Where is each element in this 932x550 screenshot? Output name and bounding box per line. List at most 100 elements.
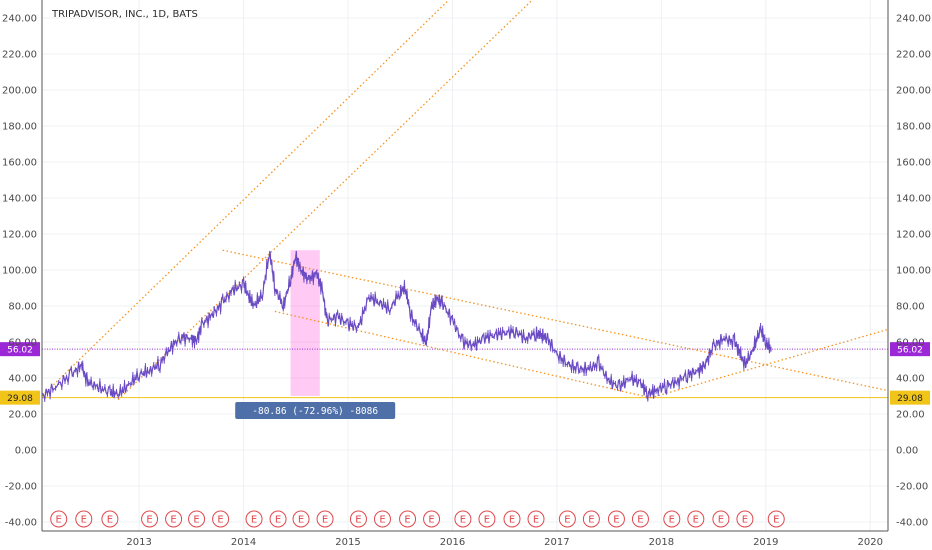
- y-tick-label-left: 0.00: [15, 446, 37, 457]
- earnings-marker: [75, 510, 93, 528]
- earnings-marker-label: E: [693, 515, 699, 526]
- earnings-marker-label: E: [404, 515, 410, 526]
- earnings-marker-label: E: [298, 515, 304, 526]
- earnings-marker-label: E: [81, 515, 87, 526]
- trendline: [117, 0, 534, 401]
- earnings-marker-label: E: [355, 515, 361, 526]
- earnings-marker-label: E: [509, 515, 515, 526]
- earnings-marker-label: E: [251, 515, 257, 526]
- earnings-marker-label: E: [428, 515, 434, 526]
- x-tick-label: 2014: [231, 537, 256, 548]
- x-tick-label: 2015: [335, 537, 360, 548]
- earnings-marker: [188, 510, 206, 528]
- y-tick-label-left: 160.00: [2, 158, 37, 169]
- earnings-marker-label: E: [460, 515, 466, 526]
- y-tick-label-left: 100.00: [2, 266, 37, 277]
- earnings-marker: [687, 510, 705, 528]
- earnings-marker-label: E: [564, 515, 570, 526]
- price-series: [41, 250, 772, 402]
- trendlines: [42, 0, 888, 401]
- earnings-marker: [663, 510, 681, 528]
- y-tick-label-left: 240.00: [2, 14, 37, 25]
- y-tick-label-right: 200.00: [896, 86, 931, 97]
- earnings-marker-label: E: [146, 515, 152, 526]
- price-badge-right: [890, 390, 930, 405]
- trendline: [222, 249, 888, 392]
- grid: [42, 0, 888, 531]
- earnings-marker-label: E: [773, 515, 779, 526]
- y-tick-label-left: 180.00: [2, 122, 37, 133]
- y-tick-label-left: 140.00: [2, 194, 37, 205]
- earnings-marker: [558, 510, 576, 528]
- y-tick-label-left: -40.00: [5, 518, 37, 529]
- earnings-marker: [607, 510, 625, 528]
- earnings-marker: [245, 510, 263, 528]
- earnings-marker-label: E: [637, 515, 643, 526]
- y-tick-label-right: 160.00: [896, 158, 931, 169]
- earnings-marker-label: E: [613, 515, 619, 526]
- y-tick-label-right: 40.00: [896, 374, 925, 385]
- y-tick-label-left: 220.00: [2, 50, 37, 61]
- y-tick-label-left: 80.00: [8, 302, 37, 313]
- earnings-marker: [527, 510, 545, 528]
- price-badge-left: [0, 390, 40, 405]
- y-tick-label-right: 80.00: [896, 302, 925, 313]
- earnings-marker: [269, 510, 287, 528]
- trendline: [274, 310, 652, 399]
- y-tick-label-right: 180.00: [896, 122, 931, 133]
- y-tick-label-left: 40.00: [8, 374, 37, 385]
- price-badge-right-text: 56.02: [897, 346, 923, 356]
- price-badge-left-text: 29.08: [7, 394, 33, 404]
- earnings-marker: [423, 510, 441, 528]
- x-tick-label: 2020: [858, 537, 883, 548]
- earnings-marker: [736, 510, 754, 528]
- trendline: [650, 328, 888, 399]
- y-tick-label-right: 120.00: [896, 230, 931, 241]
- y-tick-label-left: -20.00: [5, 482, 37, 493]
- earnings-marker: [292, 510, 310, 528]
- y-tick-label-right: -40.00: [896, 518, 928, 529]
- earnings-marker: [454, 510, 472, 528]
- measure-label-box: [235, 402, 396, 419]
- y-tick-label-left: 120.00: [2, 230, 37, 241]
- earnings-marker: [50, 510, 68, 528]
- chart-title: TRIPADVISOR, INC., 1D, BATS: [51, 9, 198, 20]
- horizontal-lines: 56.02 56.02 29.08 29.08: [0, 342, 930, 405]
- y-tick-label-right: 100.00: [896, 266, 931, 277]
- earnings-marker: [399, 510, 417, 528]
- earnings-marker-label: E: [484, 515, 490, 526]
- earnings-marker: [316, 510, 334, 528]
- earnings-marker: [165, 510, 183, 528]
- y-tick-label-right: -20.00: [896, 482, 928, 493]
- earnings-marker-label: E: [193, 515, 199, 526]
- earnings-marker: [478, 510, 496, 528]
- x-tick-label: 2013: [126, 537, 151, 548]
- price-badge-left: [0, 342, 40, 357]
- earnings-marker-label: E: [669, 515, 675, 526]
- y-tick-label-left: 60.00: [8, 338, 37, 349]
- measure-label: -80.86 (-72.96%) -8086: [252, 406, 378, 417]
- y-tick-label-right: 140.00: [896, 194, 931, 205]
- x-tick-label: 2016: [440, 537, 465, 548]
- earnings-marker-label: E: [56, 515, 62, 526]
- earnings-marker-label: E: [718, 515, 724, 526]
- earnings-marker: [582, 510, 600, 528]
- price-badge-right: [890, 342, 930, 357]
- y-tick-label-right: 240.00: [896, 14, 931, 25]
- earnings-marker-label: E: [742, 515, 748, 526]
- earnings-marker-label: E: [379, 515, 385, 526]
- price-badge-left-text: 56.02: [7, 346, 33, 356]
- earnings-marker-label: E: [533, 515, 539, 526]
- earnings-marker-label: E: [170, 515, 176, 526]
- x-tick-label: 2018: [649, 537, 674, 548]
- price-badge-right-text: 29.08: [897, 394, 923, 404]
- y-tick-label-left: 200.00: [2, 86, 37, 97]
- y-tick-label-right: 0.00: [896, 446, 918, 457]
- earnings-marker: [712, 510, 730, 528]
- x-tick-label: 2017: [544, 537, 569, 548]
- earnings-marker-label: E: [217, 515, 223, 526]
